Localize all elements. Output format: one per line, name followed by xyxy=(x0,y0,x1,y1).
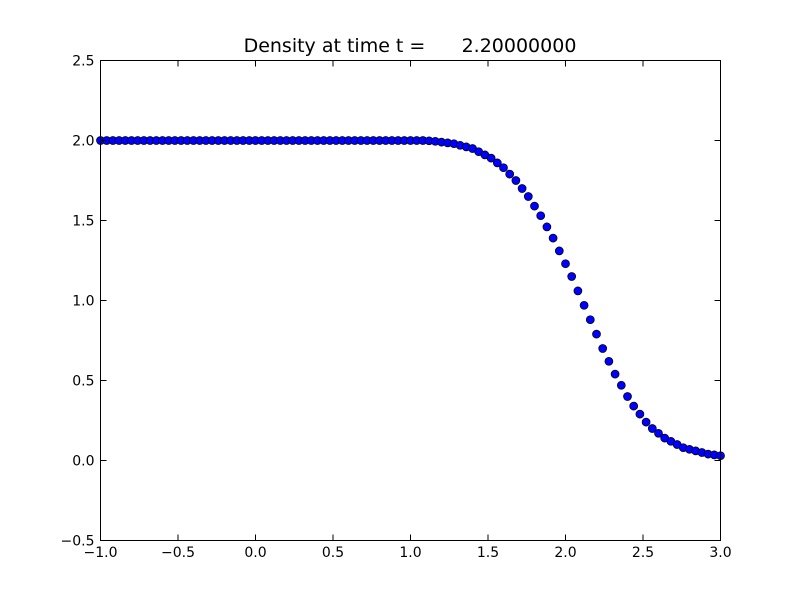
data-point xyxy=(499,163,508,173)
y-tick-label: 2.0 xyxy=(72,134,94,150)
x-tick-label: −0.5 xyxy=(161,545,195,561)
data-point xyxy=(585,315,595,325)
x-tick-label: 1.0 xyxy=(399,545,421,561)
y-tick-label: 0.0 xyxy=(72,454,94,470)
y-tick-label: −0.5 xyxy=(61,534,95,550)
data-point xyxy=(629,401,639,411)
data-point xyxy=(616,380,626,390)
data-point xyxy=(492,158,502,168)
data-point xyxy=(536,211,546,221)
data-point xyxy=(511,176,521,185)
data-point xyxy=(610,369,620,379)
axis-ticks: −1.0 −0.5 0.0 0.5 1.0 1.5 2.0 2.5 3.0−0.50.00.51… xyxy=(61,54,732,562)
x-tick-label: 2.0 xyxy=(554,545,576,561)
data-point xyxy=(573,286,583,296)
x-tick-label: 3.0 xyxy=(709,545,731,561)
data-point xyxy=(548,233,558,243)
data-point xyxy=(604,356,614,366)
x-tick-label: −1.0 xyxy=(84,545,118,561)
data-point xyxy=(505,169,515,179)
x-tick-label: 0.5 xyxy=(322,545,344,561)
data-point xyxy=(598,344,608,353)
data-point xyxy=(647,424,657,433)
y-tick-label: 2.5 xyxy=(72,54,94,70)
data-point xyxy=(579,300,589,310)
x-tick-label: 2.5 xyxy=(632,545,654,561)
y-tick-label: 1.5 xyxy=(72,214,94,230)
data-point xyxy=(623,392,632,401)
data-point xyxy=(517,184,527,193)
data-point xyxy=(523,192,533,201)
y-tick-label: 0.5 xyxy=(72,374,94,390)
x-tick-label: 1.5 xyxy=(477,545,499,561)
data-point xyxy=(592,329,601,339)
data-point xyxy=(554,246,564,256)
data-point xyxy=(635,409,645,419)
data-point xyxy=(530,201,539,211)
data-point xyxy=(486,153,496,163)
data-point xyxy=(561,259,570,269)
data-points xyxy=(96,136,725,461)
plot-frame xyxy=(100,60,721,541)
data-point xyxy=(542,222,552,232)
data-point xyxy=(654,428,663,438)
x-tick-label: 0.0 xyxy=(244,545,266,561)
data-point xyxy=(567,272,577,281)
data-point xyxy=(641,417,651,427)
y-tick-label: 1.0 xyxy=(72,294,94,310)
chart-title: Density at time t = 2.20000000 xyxy=(244,35,577,57)
